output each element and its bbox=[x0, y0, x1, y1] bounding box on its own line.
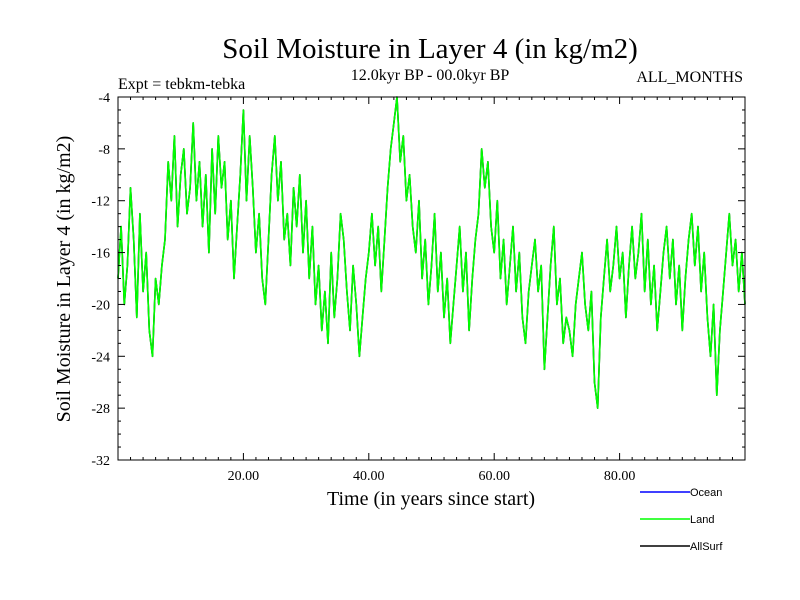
x-tick-label: 60.00 bbox=[478, 469, 510, 484]
x-tick-label: 20.00 bbox=[228, 469, 260, 484]
x-axis-label: Time (in years since start) bbox=[327, 488, 535, 510]
y-tick-label: -12 bbox=[91, 195, 110, 210]
plot-area bbox=[117, 96, 746, 409]
y-tick-label: -8 bbox=[98, 143, 110, 158]
x-tick-label: 80.00 bbox=[604, 469, 636, 484]
y-tick-label: -20 bbox=[91, 298, 110, 313]
y-tick-label: -24 bbox=[91, 350, 110, 365]
subtitle-months: ALL_MONTHS bbox=[636, 69, 743, 86]
y-axis-label: Soil Moisture in Layer 4 (in kg/m2) bbox=[53, 136, 75, 423]
series-line-land bbox=[117, 96, 746, 409]
subtitle-period: 12.0kyr BP - 00.0kyr BP bbox=[351, 67, 510, 84]
y-tick-label: -16 bbox=[91, 247, 110, 262]
subtitle-expt: Expt = tebkm-tebka bbox=[118, 76, 245, 93]
legend-label-ocean: Ocean bbox=[690, 487, 722, 499]
y-tick-label: -4 bbox=[98, 91, 110, 106]
legend-label-land: Land bbox=[690, 514, 714, 526]
axes: -4 -8 -12 -16 -20 -24 -28 -32 20.00 40.00 60.00 80.… bbox=[91, 91, 745, 484]
legend-label-allsurf: AllSurf bbox=[690, 541, 723, 553]
legend: Ocean Land AllSurf bbox=[640, 487, 723, 553]
y-tick-label: -32 bbox=[91, 454, 110, 469]
x-tick-label: 40.00 bbox=[353, 469, 385, 484]
chart-title: Soil Moisture in Layer 4 (in kg/m2) bbox=[222, 33, 638, 65]
y-tick-label: -28 bbox=[91, 402, 110, 417]
